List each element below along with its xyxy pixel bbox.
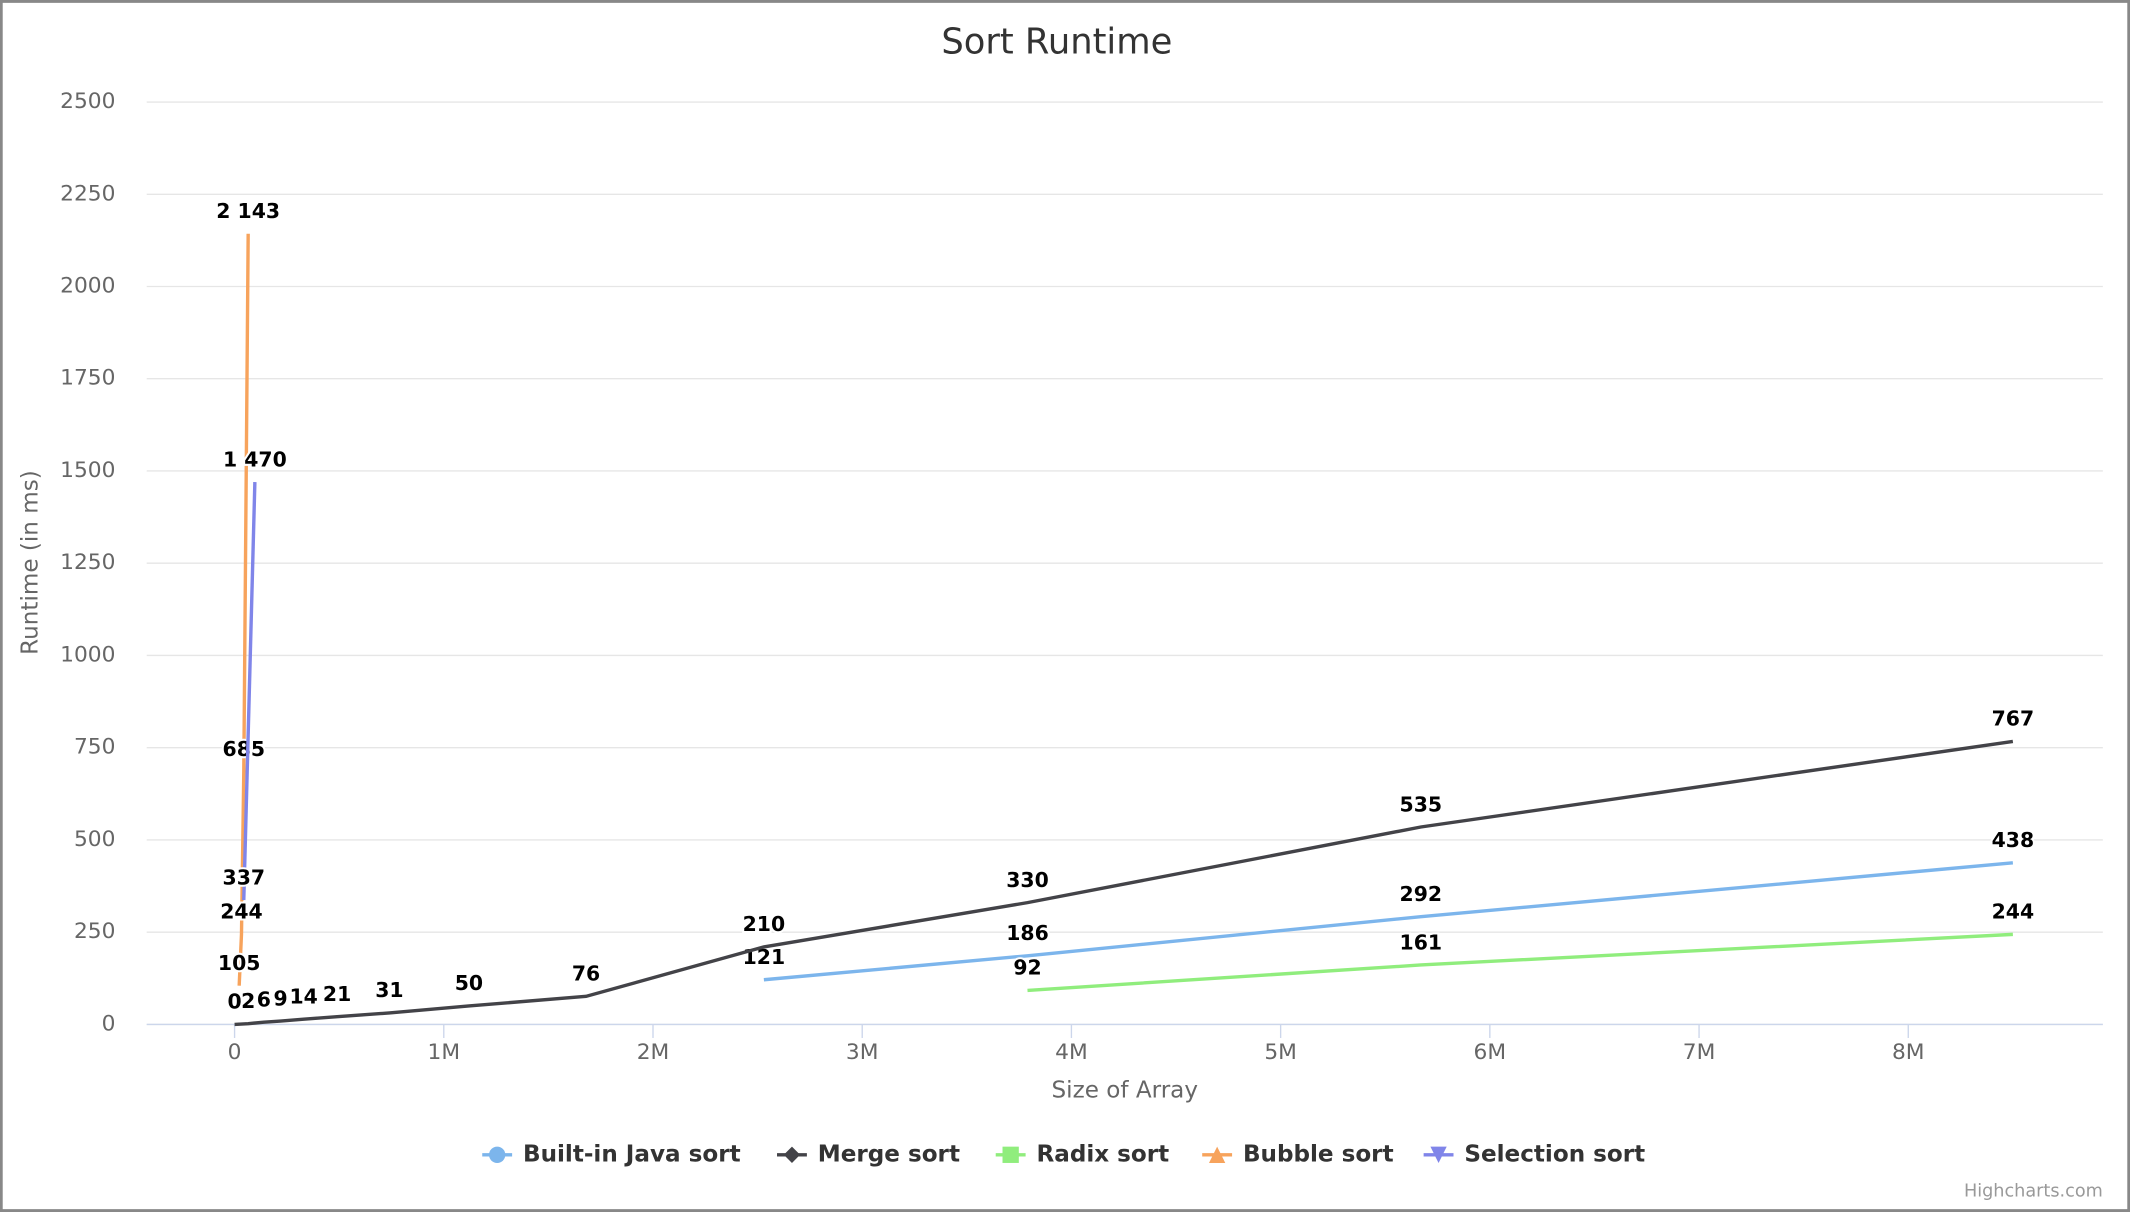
data-label: 535 <box>1400 792 1443 816</box>
y-tick-label: 1500 <box>60 458 115 483</box>
data-label: 2 143 <box>216 199 280 223</box>
data-label: 161 <box>1400 930 1443 954</box>
y-tick-label: 750 <box>74 735 115 760</box>
x-tick-label: 1M <box>428 1040 461 1065</box>
legend-label[interactable]: Bubble sort <box>1243 1141 1394 1167</box>
data-label: 1 470 <box>223 447 287 471</box>
y-tick-label: 1750 <box>60 366 115 391</box>
legend-marker <box>1208 1146 1226 1163</box>
data-label: 337 <box>223 865 266 889</box>
x-tick-label: 4M <box>1055 1040 1088 1065</box>
data-label: 21 <box>323 982 351 1006</box>
data-label: 9 <box>274 986 288 1010</box>
chart-title: Sort Runtime <box>941 22 1172 63</box>
data-label: 210 <box>743 912 785 936</box>
data-label: 92 <box>1013 956 1041 980</box>
y-tick-label: 1000 <box>60 642 115 667</box>
data-label: 292 <box>1400 882 1443 906</box>
series-line <box>763 861 2014 982</box>
x-tick-label: 6M <box>1474 1040 1507 1065</box>
data-label: 31 <box>375 978 403 1002</box>
data-label: 685 <box>223 737 266 761</box>
x-tick-label: 5M <box>1264 1040 1297 1065</box>
series-line <box>237 233 250 986</box>
y-tick-label: 2000 <box>60 274 115 299</box>
legend-label[interactable]: Radix sort <box>1036 1141 1169 1167</box>
data-label: 50 <box>455 971 483 995</box>
data-label: 244 <box>220 900 263 924</box>
series-line <box>234 739 2014 1027</box>
data-label: 76 <box>572 962 600 986</box>
legend-marker <box>783 1146 801 1163</box>
x-tick-label: 7M <box>1683 1040 1716 1065</box>
x-tick-label: 3M <box>846 1040 879 1065</box>
legend-label[interactable]: Built-in Java sort <box>523 1141 741 1167</box>
y-tick-label: 0 <box>102 1011 116 1036</box>
data-label: 330 <box>1006 868 1049 892</box>
data-label: 2 <box>241 989 255 1013</box>
legend-marker <box>1430 1146 1447 1163</box>
series-line <box>1027 932 2013 993</box>
x-tick-label: 8M <box>1892 1040 1925 1065</box>
data-label: 105 <box>218 951 261 975</box>
y-tick-label: 500 <box>74 827 115 852</box>
y-tick-label: 250 <box>74 919 115 944</box>
data-label: 186 <box>1006 921 1049 945</box>
data-label: 14 <box>289 984 317 1008</box>
data-label: 244 <box>1992 900 2034 924</box>
x-tick-label: 0 <box>228 1040 242 1065</box>
legend-label[interactable]: Selection sort <box>1464 1141 1645 1167</box>
y-tick-label: 2250 <box>60 181 115 206</box>
data-label: 438 <box>1992 828 2034 852</box>
x-tick-label: 2M <box>637 1040 670 1065</box>
x-axis-title: Size of Array <box>1052 1077 1198 1103</box>
y-tick-label: 1250 <box>60 550 115 575</box>
y-axis-title: Runtime (in ms) <box>18 470 44 655</box>
series-line <box>242 481 257 901</box>
data-label: 6 <box>257 987 271 1011</box>
legend-label[interactable]: Merge sort <box>818 1141 960 1167</box>
legend-marker <box>489 1146 506 1163</box>
credit[interactable]: Highcharts.com <box>1964 1181 2103 1201</box>
data-label: 767 <box>1992 707 2034 731</box>
legend-marker <box>1002 1146 1019 1163</box>
data-label: 0 <box>227 990 241 1014</box>
y-tick-label: 2500 <box>60 89 115 114</box>
